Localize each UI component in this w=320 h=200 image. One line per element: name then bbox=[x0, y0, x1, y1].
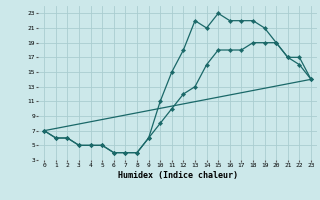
X-axis label: Humidex (Indice chaleur): Humidex (Indice chaleur) bbox=[118, 171, 238, 180]
